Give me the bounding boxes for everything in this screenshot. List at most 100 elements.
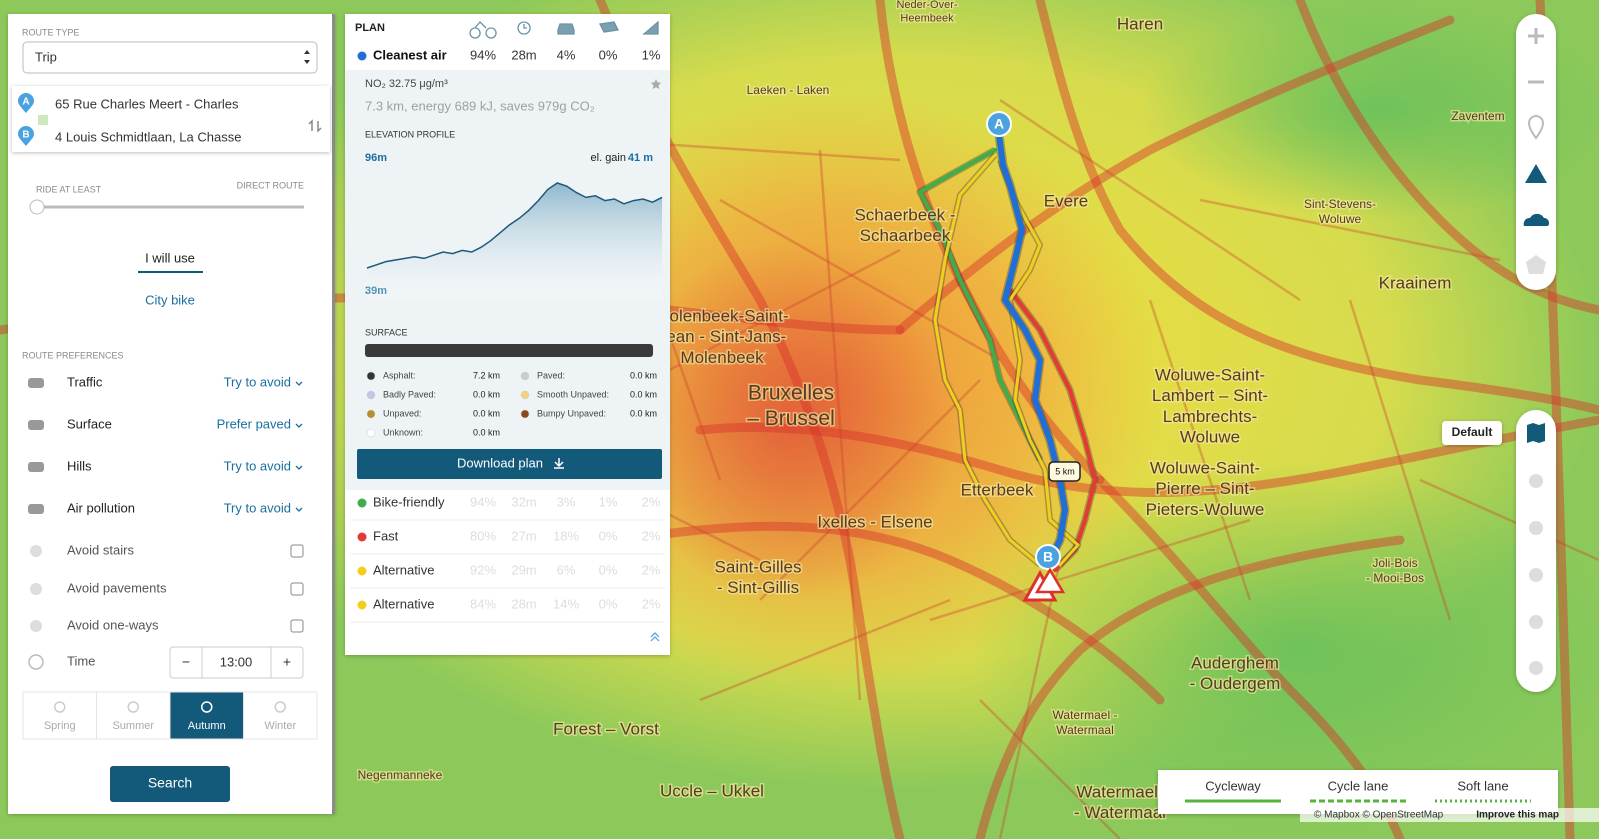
street [719, 198, 1001, 362]
route-stat: 1% [599, 494, 618, 509]
season-button[interactable] [169, 691, 244, 740]
place-label: Uccle – Ukkel [660, 781, 764, 800]
place-label: Watermaal [1056, 723, 1114, 737]
slider-knob[interactable] [29, 199, 45, 215]
pollution-layer-button[interactable] [1529, 661, 1543, 675]
preference-value[interactable]: Try to avoid [224, 458, 291, 473]
checkbox[interactable] [290, 619, 304, 633]
route-stat: 0% [599, 596, 618, 611]
download-button[interactable] [357, 449, 662, 479]
street [818, 149, 862, 701]
season-button[interactable] [96, 691, 171, 740]
route-color-dot [357, 600, 367, 610]
time-value: 13:00 [220, 654, 253, 669]
route-stat: 0% [599, 562, 618, 577]
stat-header-icon [642, 20, 659, 35]
route-bike-friendly [918, 148, 1042, 462]
route-name[interactable]: Fast [373, 528, 399, 543]
season-label: Summer [112, 720, 154, 732]
place-label: Molenbeek-Saint- [655, 306, 788, 325]
surface-name: Asphalt: [383, 370, 416, 380]
route-type-select[interactable] [22, 41, 318, 74]
surface-name: Badly Paved: [383, 389, 436, 399]
add-waypoint[interactable] [38, 115, 48, 125]
swap-button[interactable] [308, 119, 322, 133]
route-stat: 28m [511, 596, 536, 611]
route-stat: 2% [642, 528, 661, 543]
waypoint-marker: B [22, 130, 29, 141]
route-stat: 92% [470, 562, 496, 577]
place-label: Woluwe [1180, 428, 1240, 447]
visibility-button[interactable] [1529, 474, 1543, 488]
heat-zone [1140, 0, 1599, 220]
map-layer-button[interactable] [1527, 423, 1545, 443]
location-button[interactable] [1527, 115, 1545, 140]
surface-dot [520, 371, 530, 381]
hills-layer-button[interactable] [1529, 615, 1543, 629]
place-label: Lambrechts- [1163, 407, 1257, 426]
preference-label: Air pollution [67, 500, 135, 515]
elevation-max: 96m [365, 152, 387, 164]
route-name[interactable]: Bike-friendly [373, 494, 445, 509]
attribution-box [1300, 808, 1599, 822]
street [979, 699, 1121, 839]
pollution-button[interactable] [1523, 213, 1550, 226]
slider-label: RIDE AT LEAST [36, 184, 102, 194]
place-label: Haren [1117, 14, 1163, 33]
place-label: Sint-Stevens- [1304, 197, 1376, 211]
place-label: Schaarbeek [860, 226, 951, 245]
end-marker [1035, 544, 1061, 570]
season-label: Autumn [188, 720, 226, 732]
route-name[interactable]: Alternative [373, 596, 434, 611]
street [998, 559, 1062, 839]
season-button[interactable] [22, 691, 97, 740]
route-name[interactable]: Alternative [373, 562, 434, 577]
place-label: Woluwe-Saint- [1150, 458, 1260, 477]
stat-header-icon [517, 21, 531, 35]
download-button-label: Download plan [457, 455, 543, 470]
surface-layer-button[interactable] [1529, 568, 1543, 582]
route-stat: 1% [642, 47, 661, 62]
surface-value: 0.0 km [630, 370, 657, 380]
bike-select[interactable]: City bike [145, 292, 195, 307]
traffic-layer-button[interactable] [1529, 521, 1543, 535]
route-stat: 6% [557, 562, 576, 577]
route-alternative [998, 158, 1080, 567]
area-button[interactable] [1526, 255, 1546, 274]
place-label: Bruxelles [748, 382, 834, 405]
layer-label-box [1442, 421, 1502, 445]
zoom-in-button[interactable] [1528, 28, 1544, 44]
checkbox[interactable] [290, 544, 304, 558]
time-increment[interactable]: + [283, 654, 291, 670]
surface-value: 0.0 km [473, 408, 500, 418]
preference-label: Hills [67, 458, 92, 473]
stat-header-icon [557, 23, 575, 35]
preference-value[interactable]: Prefer paved [217, 416, 291, 431]
search-button[interactable] [110, 766, 230, 802]
season-label: Spring [44, 720, 76, 732]
preference-value[interactable]: Try to avoid [224, 374, 291, 389]
route-name[interactable]: Cleanest air [373, 47, 447, 62]
route-color-dot [357, 532, 367, 542]
option-icon [30, 620, 42, 632]
place-label: - Watermaal [1074, 803, 1166, 822]
attribution: © Mapbox © OpenStreetMap [1314, 810, 1444, 821]
preference-icon [28, 504, 44, 514]
hazard-button[interactable] [1525, 164, 1547, 183]
collapse-button[interactable] [650, 632, 660, 642]
checkbox[interactable] [290, 582, 304, 596]
waypoint-input[interactable]: 65 Rue Charles Meert - Charles [55, 96, 239, 111]
road [975, 535, 1405, 839]
waypoint-input[interactable]: 4 Louis Schmidtlaan, La Chasse [55, 129, 241, 144]
surface-dot [366, 428, 376, 438]
time-decrement[interactable]: − [182, 654, 190, 670]
place-label: Pieters-Woluwe [1146, 500, 1265, 519]
favorite-star[interactable] [650, 79, 662, 89]
overlay: A B 5 km Default Cycleway Cycle lane Soft lane… [8, 14, 1599, 822]
place-label: – Brussel [747, 407, 835, 430]
season-button[interactable] [243, 691, 318, 740]
preference-value[interactable]: Try to avoid [224, 500, 291, 515]
tab-label[interactable]: I will use [145, 250, 195, 265]
improve-link[interactable]: Improve this map [1476, 810, 1559, 821]
street [1148, 299, 1252, 601]
